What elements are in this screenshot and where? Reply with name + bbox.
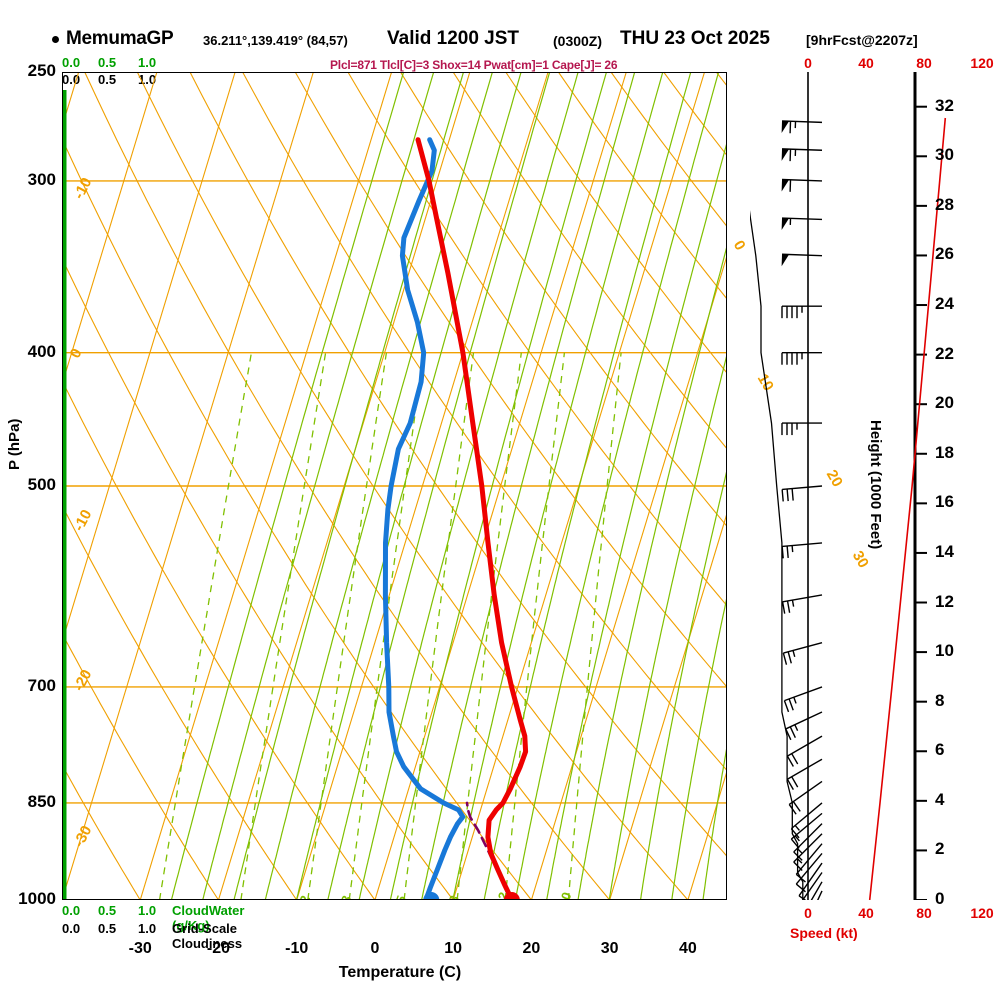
cloudwater-tick-2: 1.0 xyxy=(138,55,157,70)
temperature-tick-20: 20 xyxy=(522,940,541,957)
forecast-stamp: [9hrFcst@2207z] xyxy=(806,32,918,48)
mixing-ratio-lines xyxy=(158,352,622,900)
height-tick-16: 16 xyxy=(935,492,954,512)
height-tick-26: 26 xyxy=(935,244,954,264)
cloudiness-btick-1: 0.5 xyxy=(98,921,117,936)
temperature-tick--30: -30 xyxy=(128,940,152,957)
height-tick-32: 32 xyxy=(935,95,954,115)
wind-speed-envelope xyxy=(750,72,809,900)
temperature-axis-label: Temperature (C) xyxy=(338,964,462,981)
height-tick-14: 14 xyxy=(935,541,954,561)
valid-time-utc: (0300Z) xyxy=(553,33,603,49)
height-tick-2: 2 xyxy=(935,839,945,859)
svg-text:5: 5 xyxy=(393,893,410,900)
speed-tick-bot-120: 120 xyxy=(970,905,994,921)
speed-axis-bottom: 0 40 80 120 xyxy=(750,905,1000,921)
temperature-tick-10: 10 xyxy=(444,940,463,957)
height-tick-28: 28 xyxy=(935,194,954,214)
cloudiness-btick-0: 0.0 xyxy=(62,921,81,936)
svg-text:12: 12 xyxy=(492,890,511,900)
height-axis-label: Height (1000 Feet) xyxy=(867,420,884,550)
cloudiness-scale-label: Grid-Scale Cloudiness xyxy=(172,921,243,951)
speed-tick-top-120: 120 xyxy=(970,55,994,71)
svg-text:8: 8 xyxy=(446,893,463,900)
height-axis-column xyxy=(868,72,947,900)
speed-axis-label: Speed (kt) xyxy=(790,925,858,941)
pressure-tick-1000: 1000 xyxy=(18,889,56,908)
svg-text:3: 3 xyxy=(338,893,355,900)
svg-text:2: 2 xyxy=(297,893,314,900)
skewt-plot-area[interactable]: 2 3 5 8 12 20 xyxy=(62,72,727,900)
pressure-tick-300: 300 xyxy=(27,169,56,189)
cloudwater-btick-0: 0.0 xyxy=(62,903,81,918)
cloudwater-scale-label: CloudWater (g/Kg) xyxy=(172,903,245,933)
speed-axis-top: 0 40 80 120 xyxy=(750,55,1000,71)
height-tick-10: 10 xyxy=(935,641,954,661)
cloudwater-tick-1: 0.5 xyxy=(98,55,117,70)
speed-tick-top-0: 0 xyxy=(804,55,812,71)
height-tick-12: 12 xyxy=(935,591,954,611)
valid-date: THU 23 Oct 2025 xyxy=(620,28,770,49)
contour-label-0: 0 xyxy=(729,237,749,254)
pressure-tick-500: 500 xyxy=(27,475,56,494)
station-marker-icon xyxy=(52,36,59,43)
height-tick-6: 6 xyxy=(935,740,945,760)
cloudwater-btick-1: 0.5 xyxy=(98,903,117,918)
station-name: MemumaGP xyxy=(66,28,174,49)
height-tick-4: 4 xyxy=(935,789,945,809)
pressure-tick-400: 400 xyxy=(27,341,56,361)
speed-tick-bot-80: 80 xyxy=(916,905,932,921)
pressure-axis-label: P (hPa) xyxy=(6,418,23,470)
pressure-tick-700: 700 xyxy=(27,675,56,695)
temperature-tick--20: -20 xyxy=(206,940,231,957)
temperature-tick-30: 30 xyxy=(600,940,619,957)
pressure-tick-850: 850 xyxy=(27,791,56,811)
sounding-stats: Plcl=871 Tlcl[C]=3 Shox=14 Pwat[cm]=1 Ca… xyxy=(330,58,618,72)
wind-barb-column[interactable] xyxy=(750,72,860,900)
cloudiness-tick-1: 0.5 xyxy=(98,72,117,87)
valid-time-label: Valid 1200 JST xyxy=(387,28,520,49)
height-tick-0: 0 xyxy=(935,889,945,908)
surface-markers xyxy=(423,892,520,900)
isobar-lines xyxy=(62,72,727,900)
height-tick-18: 18 xyxy=(935,442,954,462)
parcel-path xyxy=(465,801,514,900)
wind-barbs xyxy=(781,120,823,900)
height-tick-24: 24 xyxy=(935,294,954,314)
height-axis-line xyxy=(913,72,927,900)
pressure-tick-250: 250 xyxy=(27,61,56,80)
temperature-tick--10: -10 xyxy=(285,940,309,957)
temperature-tick-40: 40 xyxy=(678,940,697,957)
mixing-ratio-labels: 2 3 5 8 12 20 xyxy=(297,890,575,900)
moist-adiabat-lines xyxy=(170,72,727,900)
temperature-profile xyxy=(415,137,529,900)
speed-tick-bot-40: 40 xyxy=(858,905,874,921)
station-coordinates: 36.211°,139.419° (84,57) xyxy=(203,33,348,48)
speed-tick-top-80: 80 xyxy=(916,55,932,71)
speed-tick-bot-0: 0 xyxy=(804,905,812,921)
cloudwater-tick-0: 0.0 xyxy=(62,55,81,70)
dewpoint-profile xyxy=(382,137,466,900)
speed-tick-top-40: 40 xyxy=(858,55,874,71)
height-tick-22: 22 xyxy=(935,343,954,363)
height-tick-20: 20 xyxy=(935,393,954,413)
height-tick-8: 8 xyxy=(935,690,945,710)
cloudiness-btick-2: 1.0 xyxy=(138,921,157,936)
svg-text:20: 20 xyxy=(555,890,574,900)
height-tick-30: 30 xyxy=(935,145,954,165)
temperature-tick-0: 0 xyxy=(370,940,380,957)
height-profile-curve xyxy=(868,117,947,900)
cloudwater-btick-2: 1.0 xyxy=(138,903,157,918)
